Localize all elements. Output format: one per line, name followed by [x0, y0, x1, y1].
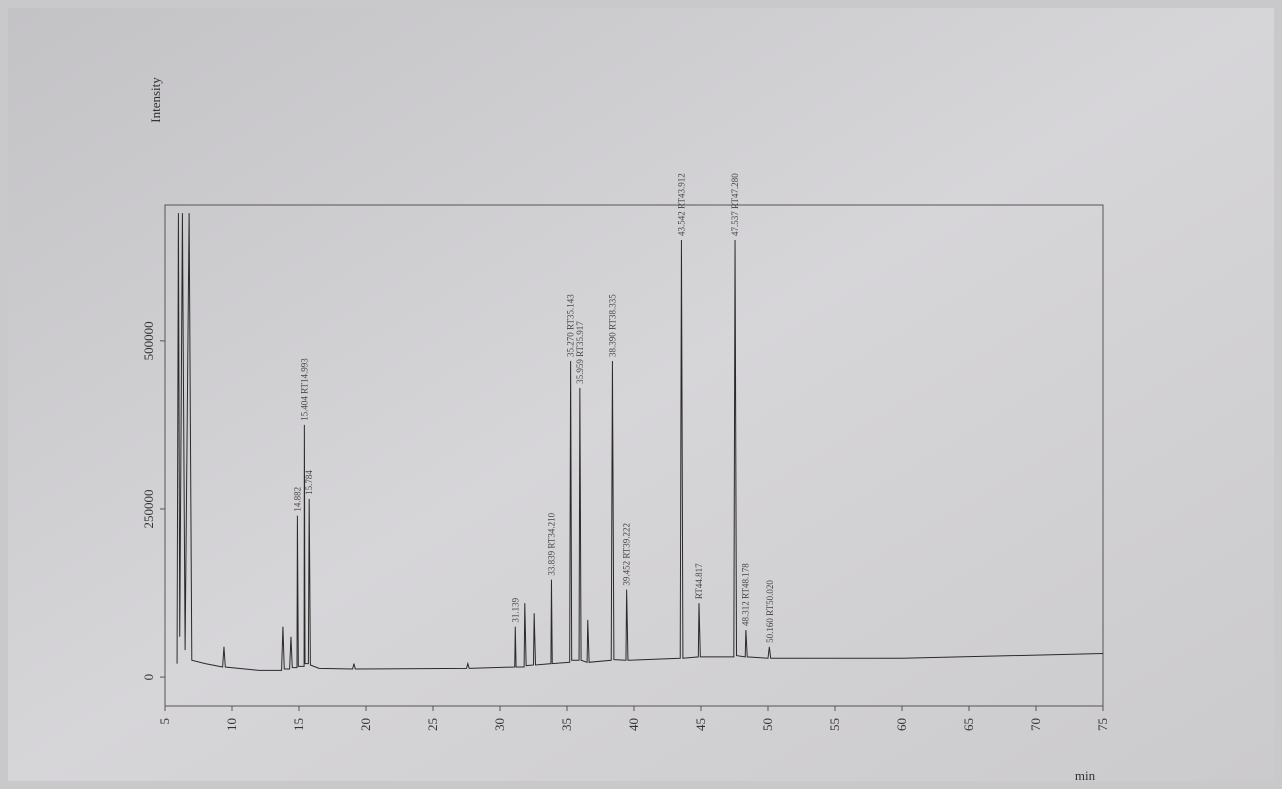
- x-tick-label: 45: [693, 718, 708, 731]
- x-tick-label: 65: [961, 718, 976, 731]
- paper: [8, 8, 1274, 781]
- peak-label: 35.959 RT35.917: [575, 321, 585, 384]
- peak-label: 47.537 RT47.280: [730, 173, 740, 236]
- peak-label: RT44.817: [694, 563, 704, 599]
- x-tick-label: 60: [894, 718, 909, 731]
- x-tick-label: 5: [157, 718, 172, 725]
- peak-label: 15.784: [304, 470, 314, 495]
- x-tick-label: 25: [425, 718, 440, 731]
- peak-label: 48.312 RT48.178: [740, 563, 750, 626]
- peak-label: 50.160 RT50.020: [765, 580, 775, 643]
- x-tick-label: 70: [1028, 718, 1043, 731]
- y-tick-label: 250000: [141, 489, 156, 528]
- peak-label: 38.390 RT38.335: [607, 294, 617, 357]
- x-tick-label: 40: [626, 718, 641, 731]
- y-tick-label: 0: [141, 674, 156, 681]
- x-tick-label: 15: [291, 718, 306, 731]
- y-axis-label: Intensity: [148, 77, 163, 123]
- x-axis-label: min: [1075, 768, 1096, 783]
- peak-label: 15.404 RT14.993: [299, 358, 309, 421]
- chart: Intensity min 5 10 15 20 25 30 35 40 45 50 55 60 65 7…: [0, 0, 1282, 789]
- x-tick-label: 30: [492, 718, 507, 731]
- x-tick-label: 20: [358, 718, 373, 731]
- peak-label: 33.839 RT34.210: [546, 512, 556, 575]
- x-tick-label: 75: [1095, 718, 1110, 731]
- x-tick-label: 55: [827, 718, 842, 731]
- x-tick-label: 10: [224, 718, 239, 731]
- y-tick-label: 500000: [141, 321, 156, 360]
- peak-label: 43.542 RT43.912: [676, 173, 686, 236]
- x-tick-label: 50: [760, 718, 775, 731]
- x-tick-label: 35: [559, 718, 574, 731]
- peak-label: 39.452 RT39.222: [622, 523, 632, 586]
- peak-label: 31.139: [510, 597, 520, 622]
- peak-label: 14.882: [292, 487, 302, 512]
